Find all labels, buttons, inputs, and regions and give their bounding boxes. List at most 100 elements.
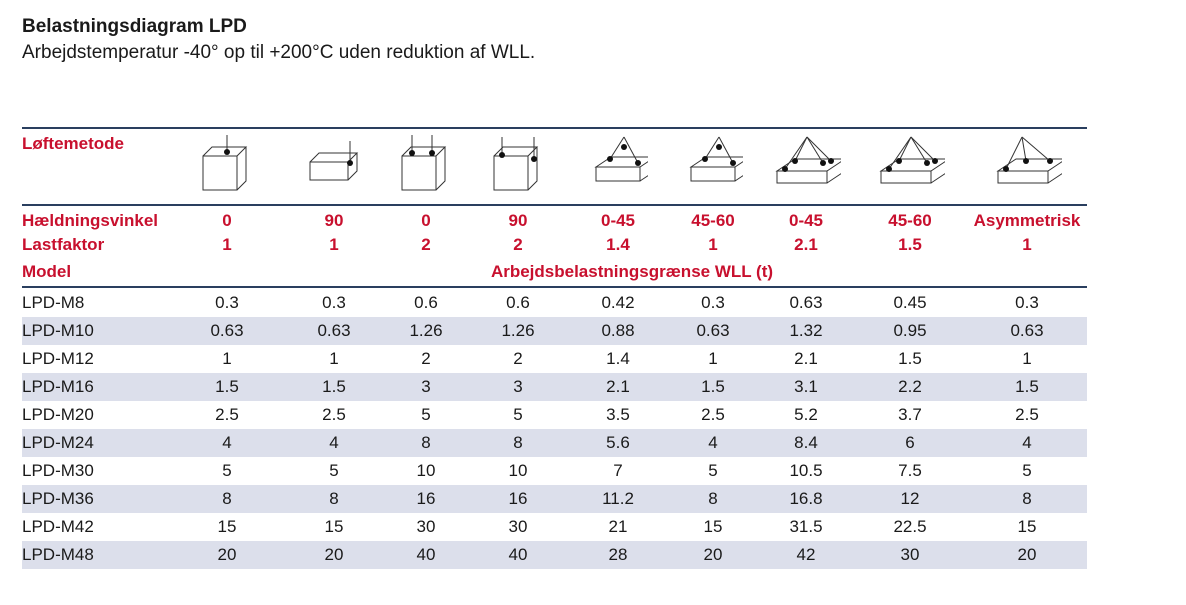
wll-cell: 7 (613, 461, 623, 480)
table-row: LPD-M48 20 20 40 40 28 20 42 30 20 (22, 541, 1087, 569)
wll-cell: 2.5 (701, 405, 725, 424)
wll-cell: 10 (508, 461, 528, 480)
wll-cell: 0.63 (317, 321, 351, 340)
angle-cell: 45-60 (888, 211, 932, 230)
wll-cell: 0.63 (696, 321, 730, 340)
wll-cell: 1.5 (322, 377, 346, 396)
wll-cell: 0.3 (215, 293, 239, 312)
wll-cell: 15 (324, 517, 344, 536)
wll-cell: 16 (416, 489, 436, 508)
wll-cell: 1.5 (1015, 377, 1039, 396)
wll-cell: 8 (708, 489, 718, 508)
factor-cell: 1 (708, 235, 718, 254)
wll-label: Arbejdsbelastningsgrænse WLL (t) (490, 262, 774, 281)
vertical-single-point-icon (202, 135, 248, 191)
four-leg-sling-icon (879, 136, 945, 184)
wll-cell: 0.88 (601, 321, 635, 340)
wll-cell: 0.6 (506, 293, 530, 312)
table-header-rule (22, 204, 1087, 206)
wll-cell: 21 (608, 517, 628, 536)
table-row: LPD-M30 5 5 10 10 7 5 10.5 7.5 5 (22, 457, 1087, 485)
table-row: LPD-M8 0.3 0.3 0.6 0.6 0.42 0.3 0.63 0.45 0.3 (22, 289, 1087, 317)
wll-cell: 0.3 (701, 293, 725, 312)
table-row: LPD-M20 2.5 2.5 5 5 3.5 2.5 5.2 3.7 2.5 (22, 401, 1087, 429)
wll-cell: 3.7 (898, 405, 922, 424)
model-header-row: Model Arbejdsbelastningsgrænse WLL (t) (22, 258, 1087, 286)
wll-cell: 30 (416, 517, 436, 536)
side-two-point-icon (493, 137, 539, 191)
wll-cell: 3 (421, 377, 431, 396)
wll-cell: 0.6 (414, 293, 438, 312)
wll-cell: 1.32 (789, 321, 823, 340)
model-cell: LPD-M10 (22, 321, 94, 340)
wll-cell: 7.5 (898, 461, 922, 480)
four-leg-sling-icon (775, 136, 841, 184)
page-subtitle: Arbejdstemperatur -40° op til +200°C ude… (22, 42, 536, 63)
wll-cell: 3.5 (606, 405, 630, 424)
wll-cell: 2.5 (322, 405, 346, 424)
wll-cell: 3.1 (794, 377, 818, 396)
wll-cell: 16.8 (789, 489, 823, 508)
wll-cell: 42 (796, 545, 816, 564)
wll-cell: 4 (708, 433, 718, 452)
angle-cell: 90 (324, 211, 344, 230)
wll-cell: 1.5 (215, 377, 239, 396)
wll-cell: 8 (329, 489, 339, 508)
wll-cell: 5 (513, 405, 523, 424)
table-top-rule (22, 127, 1087, 129)
angle-label: Hældningsvinkel (22, 211, 159, 230)
factor-label: Lastfaktor (22, 235, 105, 254)
wll-cell: 8 (222, 489, 232, 508)
table-row: LPD-M36 8 8 16 16 11.2 8 16.8 12 8 (22, 485, 1087, 513)
angle-cell: Asymmetrisk (973, 211, 1081, 230)
wll-cell: 1 (329, 349, 339, 368)
wll-cell: 4 (329, 433, 339, 452)
angle-cell: 45-60 (691, 211, 735, 230)
model-label: Model (22, 262, 72, 281)
two-leg-sling-icon (594, 136, 648, 182)
factor-cell: 2 (421, 235, 431, 254)
table-body-rule (22, 286, 1087, 288)
wll-cell: 5 (1022, 461, 1032, 480)
wll-cell: 20 (217, 545, 237, 564)
wll-cell: 40 (416, 545, 436, 564)
wll-cell: 15 (703, 517, 723, 536)
wll-cell: 1.26 (409, 321, 443, 340)
angle-cell: 90 (508, 211, 528, 230)
wll-cell: 40 (508, 545, 528, 564)
wll-cell: 5 (222, 461, 232, 480)
table-row: LPD-M16 1.5 1.5 3 3 2.1 1.5 3.1 2.2 1.5 (22, 373, 1087, 401)
wll-cell: 31.5 (789, 517, 823, 536)
wll-cell: 10 (416, 461, 436, 480)
wll-cell: 15 (217, 517, 237, 536)
wll-cell: 20 (703, 545, 723, 564)
factor-cell: 1 (1022, 235, 1032, 254)
wll-cell: 5 (708, 461, 718, 480)
table-row: LPD-M24 4 4 8 8 5.6 4 8.4 6 4 (22, 429, 1087, 457)
wll-cell: 0.45 (893, 293, 927, 312)
wll-cell: 1 (708, 349, 718, 368)
model-cell: LPD-M16 (22, 377, 94, 396)
model-cell: LPD-M24 (22, 433, 94, 452)
wll-cell: 1.5 (701, 377, 725, 396)
horizontal-single-point-icon (309, 141, 359, 181)
wll-cell: 6 (905, 433, 915, 452)
wll-cell: 8 (1022, 489, 1032, 508)
wll-cell: 2.1 (606, 377, 630, 396)
table-row: LPD-M42 15 15 30 30 21 15 31.5 22.5 15 (22, 513, 1087, 541)
wll-cell: 8.4 (794, 433, 818, 452)
wll-cell: 1 (222, 349, 232, 368)
wll-cell: 28 (608, 545, 628, 564)
wll-cell: 8 (513, 433, 523, 452)
vertical-two-point-icon (401, 135, 447, 191)
wll-cell: 0.3 (1015, 293, 1039, 312)
angle-cell: 0 (222, 211, 232, 230)
wll-cell: 2.5 (1015, 405, 1039, 424)
wll-cell: 1.26 (501, 321, 535, 340)
wll-cell: 0.3 (322, 293, 346, 312)
model-cell: LPD-M30 (22, 461, 94, 480)
wll-cell: 30 (900, 545, 920, 564)
model-cell: LPD-M12 (22, 349, 94, 368)
angle-cell: 0-45 (788, 211, 824, 230)
table-row: LPD-M12 1 1 2 2 1.4 1 2.1 1.5 1 (22, 345, 1087, 373)
